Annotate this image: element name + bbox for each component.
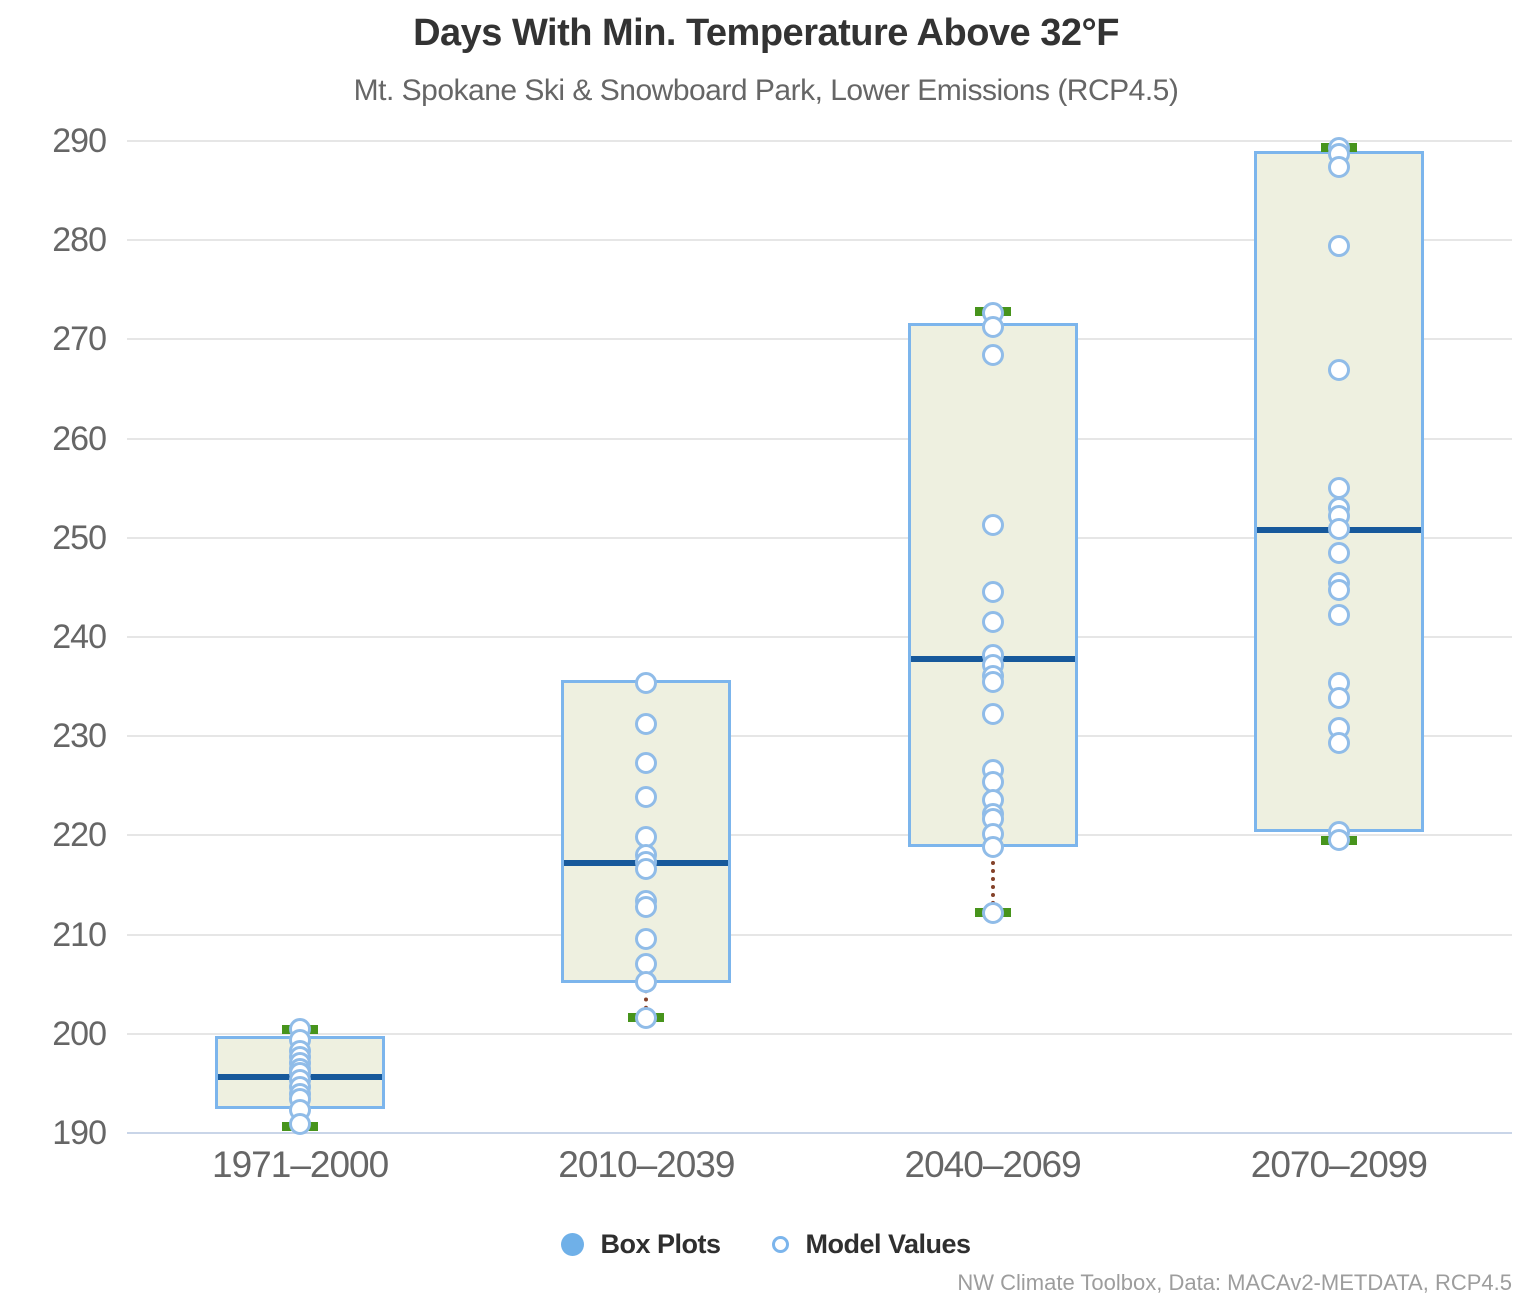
- model-value-point[interactable]: [1327, 579, 1350, 602]
- y-axis-tick-label: 270: [52, 320, 107, 359]
- chart-subtitle: Mt. Spokane Ski & Snowboard Park, Lower …: [353, 74, 1179, 107]
- x-axis-category-label: 2040–2069: [904, 1144, 1082, 1185]
- x-axis-category-label: 2010–2039: [558, 1144, 735, 1185]
- x-axis-line: [127, 1132, 1512, 1134]
- y-axis-tick-label: 200: [52, 1014, 107, 1053]
- gridline: [127, 735, 1512, 738]
- model-value-point[interactable]: [635, 751, 658, 774]
- model-value-point[interactable]: [1327, 155, 1350, 178]
- gridline: [127, 437, 1512, 440]
- model-value-point[interactable]: [981, 611, 1004, 634]
- y-axis-tick-label: 210: [52, 915, 107, 954]
- y-axis-tick-label: 290: [52, 122, 107, 160]
- model-value-point[interactable]: [981, 670, 1004, 693]
- x-axis-category-label: 1971–2000: [212, 1144, 389, 1185]
- gridline: [127, 834, 1512, 837]
- legend-label-box-plots: Box Plots: [600, 1229, 721, 1259]
- gridline: [127, 338, 1512, 341]
- model-value-point[interactable]: [1327, 541, 1350, 564]
- model-value-point[interactable]: [1327, 359, 1350, 382]
- legend: Box Plots Model Values: [0, 1229, 1532, 1260]
- model-value-point[interactable]: [635, 713, 658, 736]
- model-value-point[interactable]: [1327, 732, 1350, 755]
- y-axis-tick-label: 280: [52, 221, 107, 260]
- model-value-point[interactable]: [635, 858, 658, 881]
- model-values-legend-icon: [772, 1236, 790, 1253]
- legend-label-model-values: Model Values: [805, 1229, 971, 1259]
- gridline: [127, 140, 1512, 142]
- model-value-point[interactable]: [635, 785, 658, 808]
- model-value-point[interactable]: [981, 581, 1004, 604]
- model-value-point[interactable]: [289, 1113, 312, 1136]
- legend-item-model-values[interactable]: Model Values: [772, 1229, 971, 1260]
- gridline: [127, 536, 1512, 539]
- y-axis-tick-label: 230: [52, 717, 107, 756]
- model-value-point[interactable]: [635, 671, 658, 694]
- model-value-point[interactable]: [981, 901, 1004, 924]
- model-value-point[interactable]: [1327, 604, 1350, 627]
- model-value-point[interactable]: [981, 344, 1004, 367]
- model-value-point[interactable]: [1327, 686, 1350, 709]
- model-value-point[interactable]: [981, 315, 1004, 338]
- gridline: [127, 1032, 1512, 1035]
- gridline: [127, 933, 1512, 936]
- model-value-point[interactable]: [1327, 517, 1350, 540]
- attribution-text: NW Climate Toolbox, Data: MACAv2-METDATA…: [957, 1270, 1512, 1295]
- box-plots-legend-icon: [561, 1233, 585, 1256]
- y-axis-tick-label: 190: [52, 1114, 107, 1152]
- model-value-point[interactable]: [635, 927, 658, 950]
- model-value-point[interactable]: [1327, 829, 1350, 852]
- lower-whisker-line: [990, 845, 995, 913]
- model-value-point[interactable]: [635, 895, 658, 918]
- chart-title: Days With Min. Temperature Above 32°F: [413, 12, 1119, 54]
- y-axis-tick-label: 220: [52, 816, 107, 855]
- y-axis-tick-label: 240: [52, 618, 107, 656]
- model-value-point[interactable]: [981, 836, 1004, 859]
- gridline: [127, 239, 1512, 242]
- legend-item-box-plots[interactable]: Box Plots: [561, 1229, 721, 1260]
- x-axis-category-label: 2070–2099: [1250, 1144, 1428, 1185]
- y-axis-tick-label: 260: [52, 419, 107, 458]
- gridline: [127, 636, 1512, 638]
- lower-whisker-line: [644, 981, 649, 1018]
- model-value-point[interactable]: [1327, 235, 1350, 258]
- model-value-point[interactable]: [635, 971, 658, 994]
- y-axis-tick-label: 250: [52, 518, 107, 557]
- model-value-point[interactable]: [981, 513, 1004, 536]
- model-value-point[interactable]: [1327, 477, 1350, 500]
- model-value-point[interactable]: [981, 703, 1004, 726]
- model-value-point[interactable]: [635, 1006, 658, 1029]
